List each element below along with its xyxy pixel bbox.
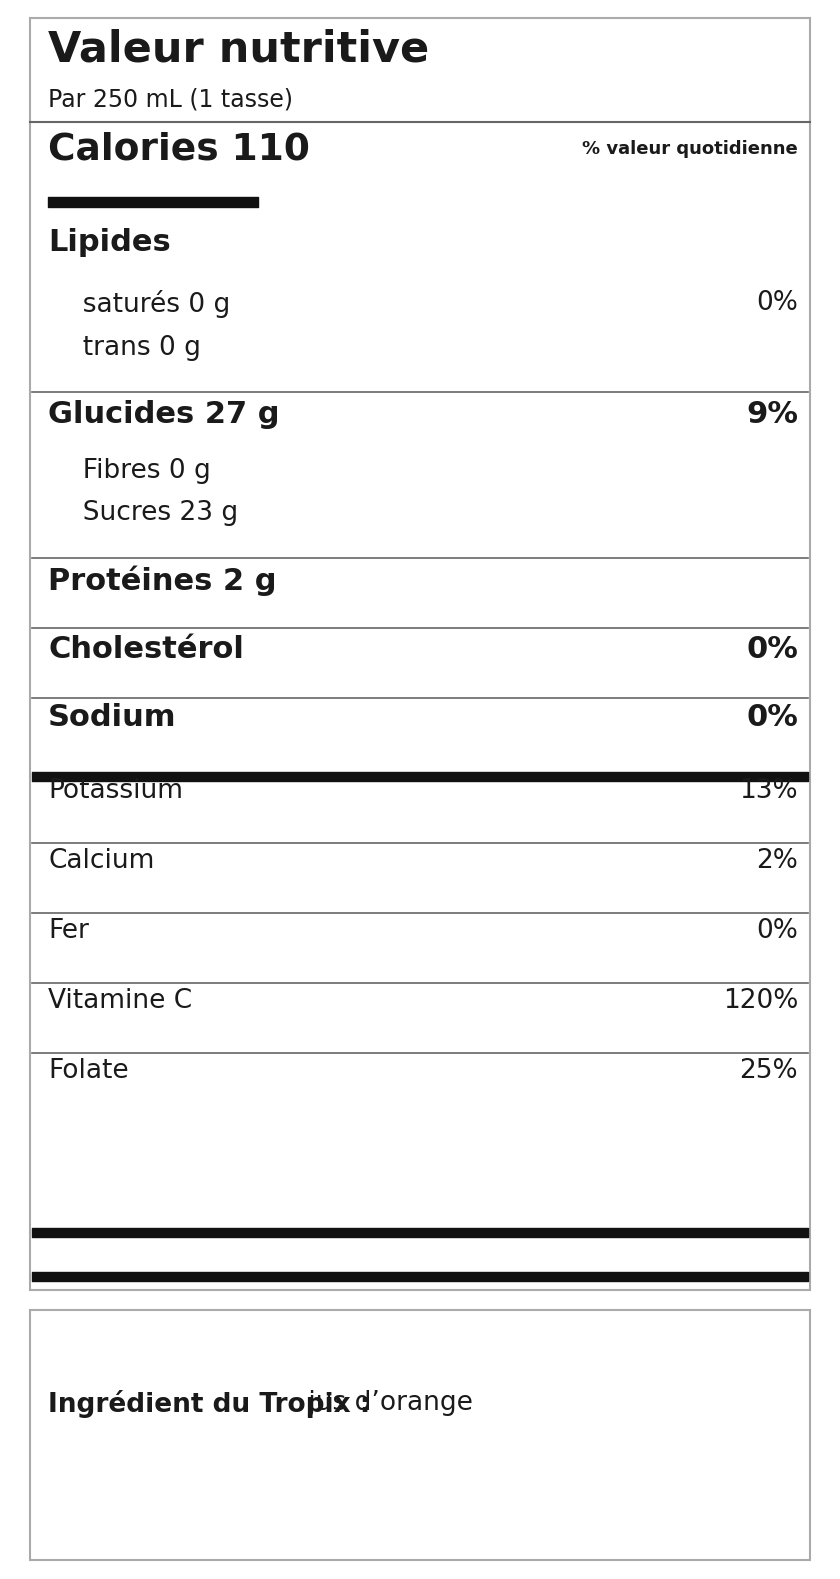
Text: 2%: 2% [756,848,798,875]
Text: Calories 110: Calories 110 [48,133,310,167]
Text: Fer: Fer [48,917,89,944]
Text: 0%: 0% [756,917,798,944]
Text: Glucides 27 g: Glucides 27 g [48,399,280,429]
Text: Sucres 23 g: Sucres 23 g [66,501,238,526]
Text: Calcium: Calcium [48,848,155,875]
Text: Folate: Folate [48,1058,129,1085]
Text: Sodium: Sodium [48,703,176,733]
Text: Fibres 0 g: Fibres 0 g [66,458,211,485]
Text: Ingrédient du Tropix :: Ingrédient du Tropix : [48,1390,370,1418]
Text: 0%: 0% [746,635,798,665]
Text: jus d’orange: jus d’orange [300,1390,473,1416]
Text: 13%: 13% [739,778,798,804]
Text: 9%: 9% [746,399,798,429]
Bar [30,1311,810,1560]
Text: Lipides: Lipides [48,227,171,257]
Text: trans 0 g: trans 0 g [66,335,201,362]
Text: 120%: 120% [722,988,798,1014]
Text: saturés 0 g: saturés 0 g [66,291,230,317]
Text: Valeur nutritive: Valeur nutritive [48,28,429,69]
Text: Potassium: Potassium [48,778,183,804]
Bar [30,17,810,1290]
Text: % valeur quotidienne: % valeur quotidienne [582,141,798,158]
Text: Protéines 2 g: Protéines 2 g [48,565,276,597]
Text: 0%: 0% [756,291,798,316]
Text: 0%: 0% [746,703,798,733]
Text: Cholestérol: Cholestérol [48,635,244,665]
Text: 25%: 25% [739,1058,798,1085]
Text: Vitamine C: Vitamine C [48,988,192,1014]
Text: Par 250 mL (1 tasse): Par 250 mL (1 tasse) [48,88,293,112]
